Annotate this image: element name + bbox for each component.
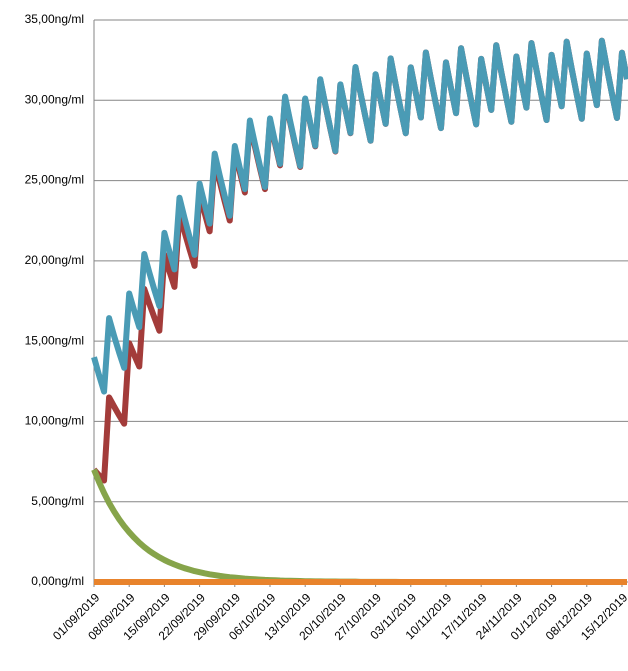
y-tick-label: 10,00ng/ml [25,414,84,428]
y-tick-label: 35,00ng/ml [25,12,84,26]
y-tick-label: 25,00ng/ml [25,173,84,187]
y-tick-label: 5,00ng/ml [31,494,84,508]
y-tick-label: 15,00ng/ml [25,333,84,347]
y-tick-label: 0,00ng/ml [31,574,84,588]
series-line [91,37,628,395]
series-line [91,468,627,585]
y-tick-label: 20,00ng/ml [25,253,84,267]
y-tick-label: 30,00ng/ml [25,92,84,106]
